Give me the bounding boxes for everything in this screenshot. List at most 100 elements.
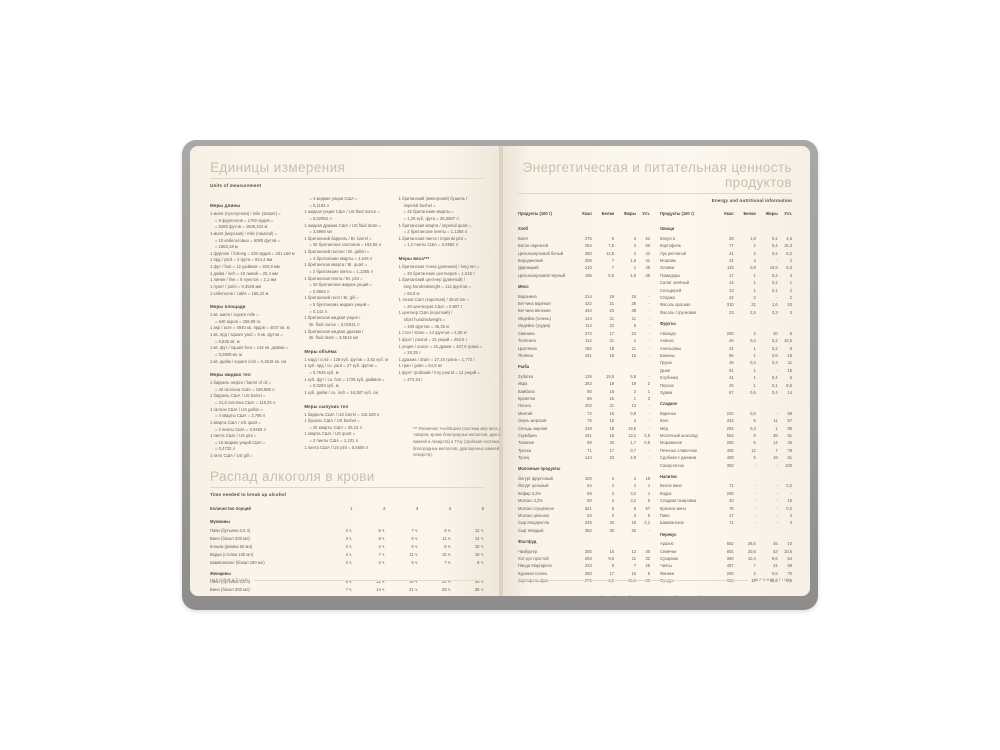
left-page: Единицы измерения Units of measurement М… [190,146,516,596]
nutrition-product-name: Финики [660,570,675,576]
nutrition-fat-cell: 38 [631,308,637,314]
nutrition-product-name: Креветки [518,395,536,401]
nutrition-product-name: Сельдь жирная [518,425,548,431]
nutrition-carbs-cell: - [648,418,650,424]
nutrition-product-name: Ветчина вяленая [518,308,551,314]
nutrition-carbs-cell: 2 [789,287,792,293]
nutrition-fat-cell: 1,5 [630,272,637,278]
nutrition-fat-cell: 0,2 [772,280,778,286]
nutrition-carbs-cell: 0,2 [786,505,792,511]
alcohol-header-row: Количество порций 1 2 3 4 5 [210,505,484,516]
units-line: = 42 галлона США = 158,988 л [215,386,275,392]
alcohol-time-cell: 29 ч. [441,587,452,593]
nutrition-product-name: Сыр Моцарелла [518,520,550,526]
alcohol-drink-label: Шампанское (бокал 150 мл) [210,560,265,566]
nutrition-fat-cell: - [776,462,778,468]
nutrition-carbs-cell: 0,2 [786,483,792,489]
nutrition-group-row: Напитки [660,470,792,483]
nutrition-kcal-cell: 300 [584,548,592,554]
nutrition-kcal-cell: 390 [726,556,734,562]
nutrition-carbs-cell: 15 [787,367,792,373]
units-line: 1 центнер США (короткий) / [398,310,453,316]
nutrition-product-name: Сахар-песок [660,462,684,468]
nutrition-kcal-cell: 64 [587,483,592,489]
units-columns: Меры длины 1 миля (сухопутная) / mile (st… [210,196,484,460]
nutrition-group-row: Мясо [518,280,650,293]
units-line: = 1853,18 м [215,244,238,250]
nutrition-carbs-cell: 19 [645,476,650,481]
nutrition-protein-cell: 21 [609,403,615,409]
left-footer-rule [253,579,484,581]
units-line: 1 британская пинта / Br. pint = [304,275,363,281]
nutrition-kcal-cell: 248 [584,425,592,431]
nutrition-kcal-cell: 250 [584,570,592,576]
nutrition-product-name: Пиво [660,513,670,519]
nutrition-table-row: Сыр Моцарелла 245 20 18 2,2 [518,520,650,527]
nutrition-product-name: Водка [660,490,672,496]
nutrition-protein-cell: 20 [609,440,615,446]
nutrition-product-name: Хот-дог простой [518,556,549,562]
nutrition-protein-cell: 7 [753,563,756,569]
units-line: = 1,2 пинты США = 0,5682 л [403,242,459,248]
nutrition-fat-cell: 0,9 [630,410,637,416]
nutrition-table-row: Сельдерей 13 1 0,1 2 [660,287,792,294]
units-line: 1 гран / grain = 64,8 мг [398,363,443,369]
nutrition-protein-cell: 20,5 [747,548,756,554]
nutrition-fat-cell: 11 [631,315,637,321]
nutrition-carbs-cell: 5 [647,513,650,519]
nutrition-carbs-cell: 9,5 [786,382,792,388]
units-group-heading: Меры сыпучих тел [304,403,349,409]
nutrition-fat-cell: 15,5 [628,578,637,584]
nutrition-table-row: Бородинский 208 7 1,5 41 [518,258,650,265]
nutrition-product-name: Минтай [518,410,533,416]
alcohol-table: Количество порций 1 2 3 4 5 Мужчины Пиво (буты… [210,505,484,596]
nutrition-carbs-cell: 30 [645,578,650,584]
nutrition-group-row: Фрукты [660,317,792,330]
units-line: 1 жидкая унция США / US fluid ounce = [304,209,380,215]
nutrition-kcal-cell: 90 [587,388,592,394]
nutrition-protein-cell: 16 [609,548,615,554]
nutrition-table-row: Сыр твёрдый 350 30 30 - [518,528,650,535]
nutrition-col-header: Жиры [623,211,637,217]
nutrition-protein-cell: 21 [609,315,615,321]
nutrition-fat-cell: 5,5 [630,373,637,379]
units-footnote: *** Различает Avoirdupois (система мер в… [413,425,516,458]
nutrition-fat-cell: 20 [773,330,778,336]
alcohol-drink-label: Коньяк (рюмка 50 мл) [210,594,320,596]
nutrition-table-row: Креветки 86 16 1 3 [518,396,650,403]
units-line: 1 кварта США / US quart = [210,419,261,425]
units-line: 1 линия / line = 6 пунктов = 2,1 мм [210,277,277,283]
nutrition-table-row: Дарницкий 210 7 1 45 [518,265,650,272]
nutrition-fat-cell: - [776,258,778,264]
nutrition-table-row: Минтай 72 16 0,9 - [518,411,650,418]
nutrition-kcal-cell: 487 [726,563,734,569]
nutrition-kcal-cell: 552 [726,541,734,547]
nutrition-carbs-cell: - [648,373,650,379]
nutrition-kcal-cell: 250 [584,250,592,256]
units-line: = 8 фурлонгов = 1760 ярдов = [215,217,274,223]
nutrition-protein-cell: - [754,462,756,468]
nutrition-product-name: Цельнозерновой белый [518,250,563,256]
alcohol-time-cell: 4 ч. [378,543,386,549]
nutrition-protein-cell: 16 [609,395,615,401]
units-line: 1 пункт / point = 0,3528 мм [210,283,262,289]
nutrition-fat-cell: 2 [633,476,637,481]
alcohol-time-cell: 6 ч. [378,535,386,541]
units-line: = 36 британских галлонов = 163,66 л [309,242,382,248]
nutrition-protein-cell: 5 [753,455,756,461]
alcohol-table-row: Пиво (бутылка 0,5 л) 6 ч. 12 ч. 18 ч. 24 ч. 3… [210,577,484,585]
nutrition-carbs-cell: 9,5 [786,578,792,584]
nutrition-kcal-cell: 564 [726,432,734,438]
nutrition-table-row: Индейка (голень) 144 21 11 - [518,316,650,323]
nutrition-group-label: Молочные продукты [518,466,561,472]
units-line: Br. fluid dram = 3,5516 мл [309,335,359,341]
nutrition-fat-cell: - [776,367,778,373]
nutrition-table-row: Фасоль стручковая 23 2,5 0,3 3 [660,310,792,317]
alcohol-time-cell: 8 ч. [411,535,419,541]
nutrition-table-row: Картофель 77 2 0,4 16,3 [660,243,792,250]
nutrition-product-name: Семечки [660,548,677,554]
nutrition-kcal-cell: 23 [729,309,734,315]
nutrition-product-name: Красное вино [660,505,686,511]
nutrition-carbs-cell: 1 [789,280,792,286]
nutrition-table-row: Ветчина варёная 422 21 36 - [518,301,650,308]
